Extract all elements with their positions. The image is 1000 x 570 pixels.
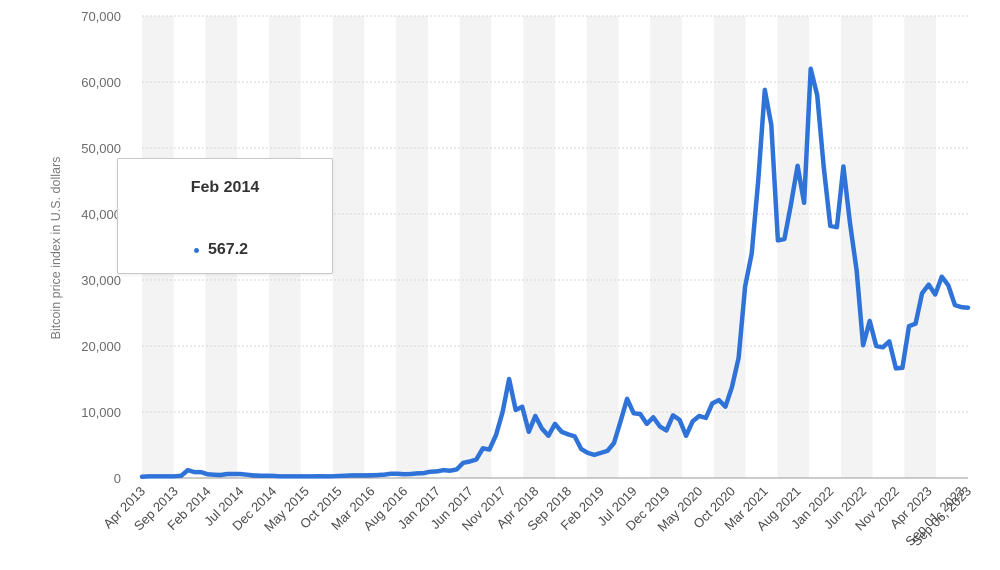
y-axis-label: Bitcoin price index in U.S. dollars bbox=[49, 157, 63, 340]
y-tick-label: 30,000 bbox=[81, 273, 121, 288]
tooltip-date: Feb 2014 bbox=[190, 179, 260, 196]
tooltip: Feb 2014 567.2 bbox=[117, 158, 333, 274]
background-band bbox=[682, 16, 714, 478]
y-tick-label: 10,000 bbox=[81, 405, 121, 420]
y-tick-label: 70,000 bbox=[81, 9, 121, 24]
tooltip-value: 567.2 bbox=[208, 241, 249, 258]
background-band bbox=[936, 16, 968, 478]
background-band bbox=[555, 16, 587, 478]
y-axis-ticks: 0 10,000 20,000 30,000 40,000 50,000 60,000 70,… bbox=[81, 9, 121, 486]
background-band bbox=[872, 16, 905, 478]
background-band bbox=[618, 16, 651, 478]
background-band bbox=[713, 16, 746, 478]
background-band bbox=[491, 16, 524, 478]
background-band bbox=[459, 16, 492, 478]
background-band bbox=[650, 16, 683, 478]
tooltip-row: 567.2 bbox=[194, 241, 248, 259]
y-tick-label: 50,000 bbox=[81, 141, 121, 156]
background-band bbox=[523, 16, 555, 478]
background-band bbox=[777, 16, 810, 478]
background-band bbox=[364, 16, 397, 478]
y-tick-label: 20,000 bbox=[81, 339, 121, 354]
y-tick-label: 40,000 bbox=[81, 207, 121, 222]
background-band bbox=[332, 16, 365, 478]
y-tick-label: 0 bbox=[114, 471, 121, 486]
series-line-bitcoin-price bbox=[139, 66, 971, 479]
tooltip-series-dot bbox=[194, 247, 199, 253]
background-band bbox=[904, 16, 937, 478]
y-tick-label: 60,000 bbox=[81, 75, 121, 90]
background-band bbox=[427, 16, 460, 478]
background-band bbox=[840, 16, 873, 478]
background-band bbox=[586, 16, 619, 478]
background-band bbox=[396, 16, 428, 478]
